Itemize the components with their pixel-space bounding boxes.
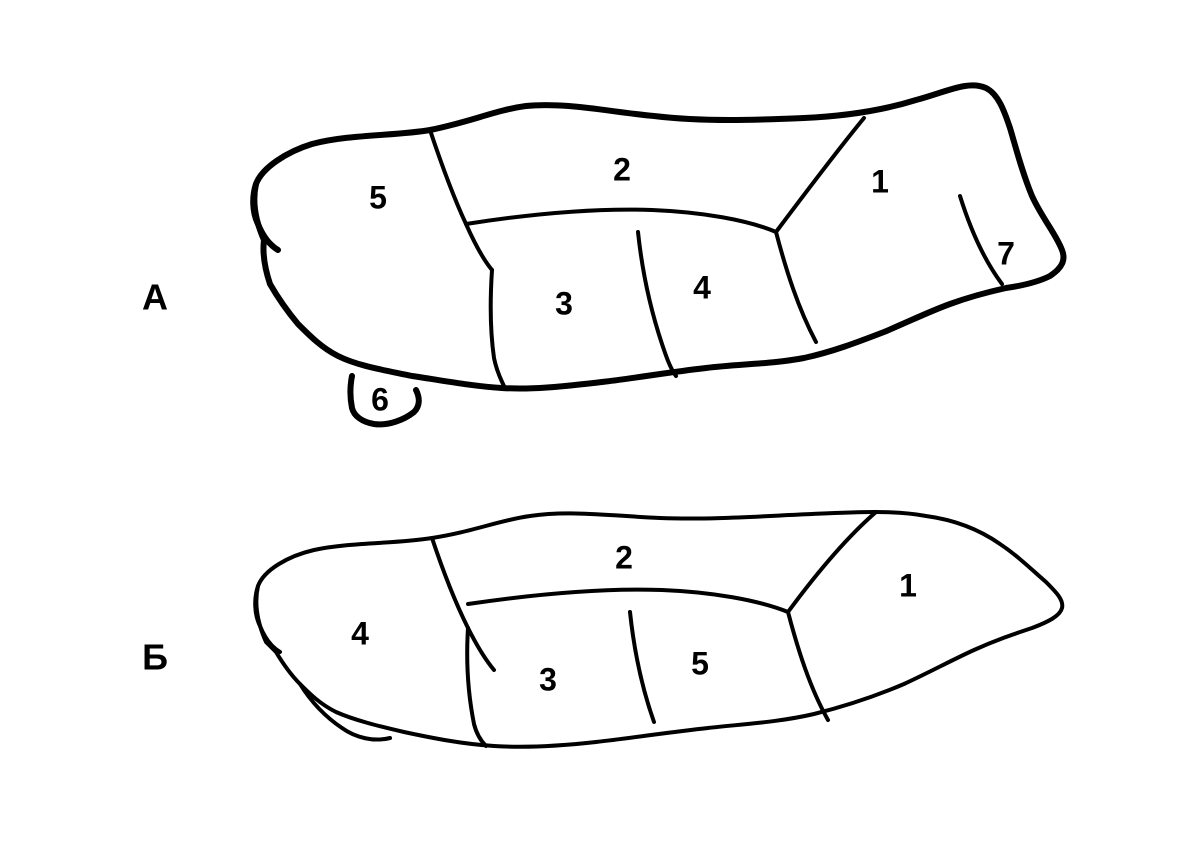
diagram-a-edge-5: [638, 232, 676, 376]
diagram-b-region-2: 2: [615, 539, 633, 575]
diagram-canvas: 1 2 3 4 5 6 7 А 1 2 3 4 5 Б: [0, 0, 1200, 867]
diagram-a-edge-3: [776, 118, 864, 232]
diagram-a-region-3: 3: [555, 285, 573, 321]
diagram-b-outline: [256, 512, 1062, 747]
diagram-a-region-7: 7: [997, 235, 1015, 271]
diagram-a-edge-4: [776, 232, 816, 342]
diagram-b-region-3: 3: [539, 661, 557, 697]
diagram-b-edge-0: [432, 538, 494, 670]
diagram-b-edge-4: [630, 612, 654, 722]
diagram-a-region-2: 2: [613, 151, 631, 187]
diagram-a-edge-2: [466, 210, 776, 232]
diagram-b: 1 2 3 4 5: [255, 512, 1062, 747]
diagram-a-edge-6: [960, 196, 1002, 284]
diagram-b-appendage-0: [255, 586, 280, 652]
diagram-a-region-6: 6: [371, 381, 389, 417]
diagram-b-label: Б: [142, 637, 168, 678]
diagram-a: 1 2 3 4 5 6 7: [253, 85, 1063, 424]
diagram-a-region-4: 4: [693, 269, 711, 305]
diagram-b-edge-2: [788, 512, 876, 612]
diagram-b-region-5: 5: [691, 645, 709, 681]
diagram-a-outline: [254, 85, 1063, 388]
diagram-a-region-5: 5: [369, 179, 387, 215]
diagram-a-region-1: 1: [871, 163, 889, 199]
diagram-a-label: А: [142, 277, 168, 318]
diagram-b-region-4: 4: [351, 615, 369, 651]
diagram-b-edge-1: [468, 590, 788, 612]
diagram-a-edge-1: [491, 270, 504, 386]
diagram-b-edge-3: [788, 612, 828, 720]
diagram-a-edge-0: [430, 130, 492, 270]
diagram-b-appendage-1: [300, 684, 390, 740]
diagram-b-region-1: 1: [899, 567, 917, 603]
